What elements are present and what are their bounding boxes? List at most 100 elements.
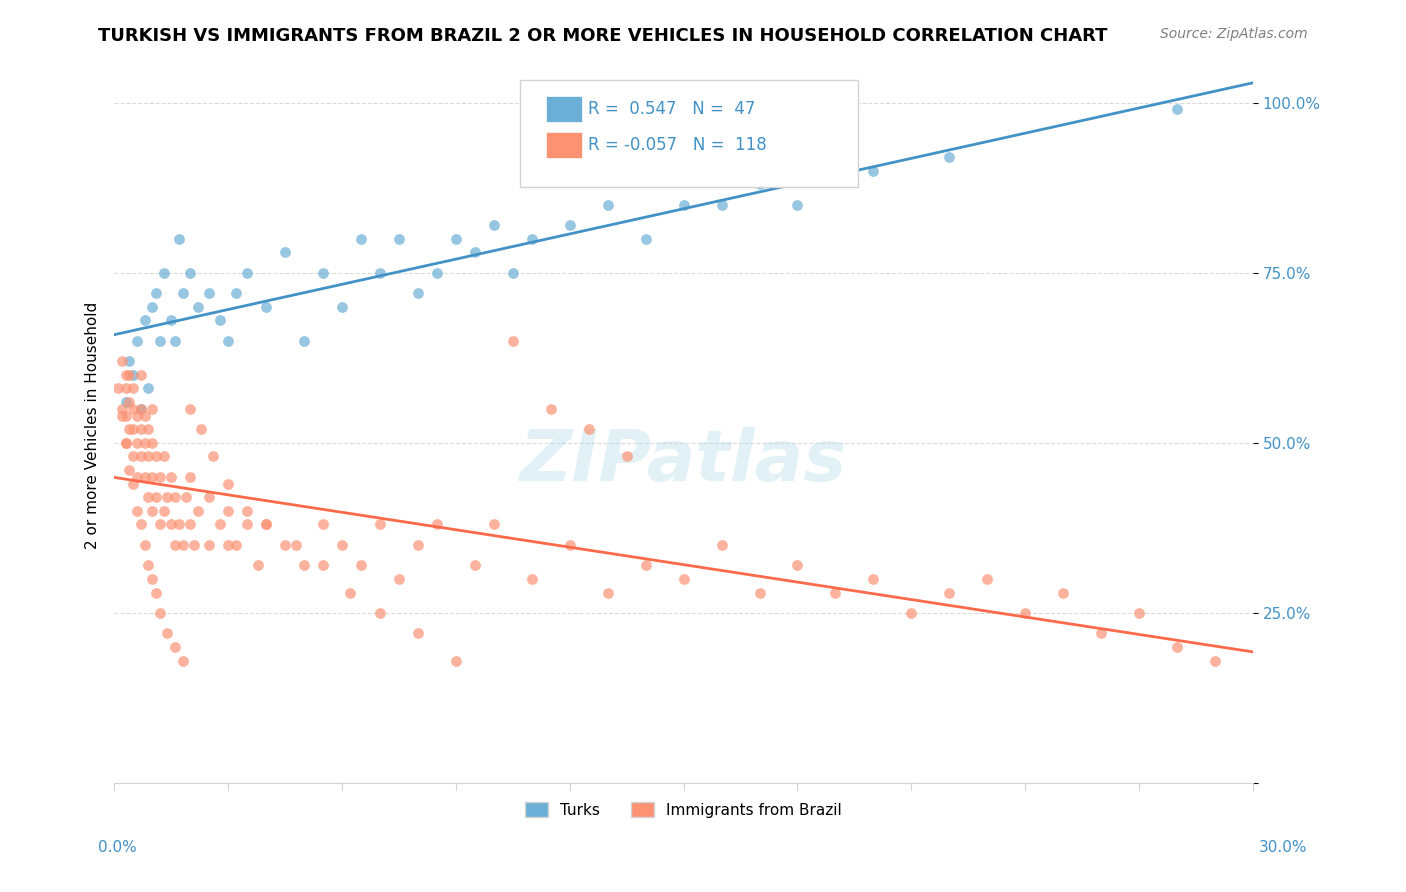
Point: [134, 538, 156, 552]
Point: [444, 232, 467, 246]
Point: [406, 538, 429, 552]
Point: [558, 538, 581, 552]
Point: [368, 606, 391, 620]
Point: [388, 232, 411, 246]
Point: [125, 470, 148, 484]
Point: [122, 368, 145, 382]
Point: [198, 490, 221, 504]
Point: [464, 558, 486, 573]
Point: [247, 558, 270, 573]
Point: [426, 517, 449, 532]
Point: [176, 490, 198, 504]
Point: [163, 490, 186, 504]
Legend: Turks, Immigrants from Brazil: Turks, Immigrants from Brazil: [517, 794, 849, 825]
Point: [254, 300, 277, 314]
Point: [141, 504, 163, 518]
Point: [596, 585, 619, 599]
Point: [138, 422, 160, 436]
Point: [672, 197, 695, 211]
Point: [1128, 606, 1150, 620]
Point: [938, 585, 960, 599]
Point: [520, 232, 543, 246]
Point: [125, 504, 148, 518]
Point: [163, 334, 186, 348]
Point: [426, 266, 449, 280]
Point: [122, 450, 145, 464]
Text: 30.0%: 30.0%: [1260, 840, 1308, 855]
Point: [179, 266, 201, 280]
Point: [183, 538, 205, 552]
Point: [444, 654, 467, 668]
Point: [114, 435, 136, 450]
Point: [217, 476, 239, 491]
Point: [862, 572, 884, 586]
Point: [134, 409, 156, 423]
Point: [388, 572, 411, 586]
Point: [187, 504, 209, 518]
Point: [141, 572, 163, 586]
Point: [114, 368, 136, 382]
Point: [190, 422, 212, 436]
Point: [138, 490, 160, 504]
Y-axis label: 2 or more Vehicles in Household: 2 or more Vehicles in Household: [86, 302, 100, 549]
Point: [167, 232, 190, 246]
Point: [172, 286, 194, 301]
Point: [172, 538, 194, 552]
Point: [125, 409, 148, 423]
Point: [111, 401, 134, 416]
Point: [217, 334, 239, 348]
Point: [179, 401, 201, 416]
Point: [634, 558, 657, 573]
Point: [134, 470, 156, 484]
Point: [748, 178, 770, 192]
Point: [312, 266, 335, 280]
Point: [152, 450, 174, 464]
Point: [406, 626, 429, 640]
Point: [114, 409, 136, 423]
Point: [114, 395, 136, 409]
Point: [634, 232, 657, 246]
Point: [312, 517, 335, 532]
Point: [129, 368, 152, 382]
Point: [254, 517, 277, 532]
Point: [156, 626, 179, 640]
Point: [824, 585, 846, 599]
Point: [129, 401, 152, 416]
Text: ZIPatlas: ZIPatlas: [520, 427, 848, 496]
Point: [578, 422, 600, 436]
Point: [976, 572, 998, 586]
Point: [141, 435, 163, 450]
Point: [114, 435, 136, 450]
Point: [118, 354, 141, 368]
Point: [285, 538, 308, 552]
Point: [118, 422, 141, 436]
Point: [520, 572, 543, 586]
Point: [502, 334, 524, 348]
Point: [786, 558, 808, 573]
Point: [368, 266, 391, 280]
Point: [149, 334, 172, 348]
Point: [129, 401, 152, 416]
Point: [160, 470, 183, 484]
Point: [464, 245, 486, 260]
Point: [225, 286, 247, 301]
Text: R =  0.547   N =  47: R = 0.547 N = 47: [588, 100, 755, 118]
Point: [179, 470, 201, 484]
Point: [1166, 640, 1188, 654]
Point: [156, 490, 179, 504]
Point: [179, 517, 201, 532]
Point: [292, 558, 315, 573]
Point: [129, 517, 152, 532]
Point: [198, 286, 221, 301]
Point: [900, 606, 922, 620]
Point: [217, 538, 239, 552]
Point: [122, 401, 145, 416]
Point: [350, 232, 373, 246]
Point: [710, 538, 733, 552]
Point: [160, 313, 183, 327]
Point: [236, 517, 259, 532]
Point: [339, 585, 361, 599]
Point: [1090, 626, 1112, 640]
Point: [149, 517, 172, 532]
Point: [201, 450, 224, 464]
